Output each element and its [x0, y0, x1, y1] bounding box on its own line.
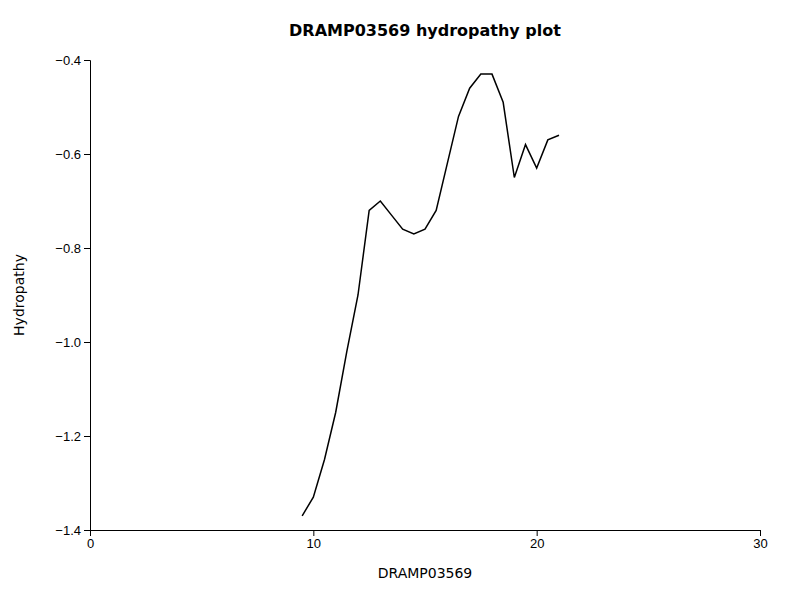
y-axis-title: Hydropathy: [11, 254, 27, 336]
x-tick-mark: [313, 530, 314, 536]
y-tick-label: −0.8: [55, 241, 81, 256]
plot: 0 10 20 30 −1.4 −1.2 −1.0 −0.8 −0.6 −0.4: [55, 53, 767, 552]
y-axis: −1.4 −1.2 −1.0 −0.8 −0.6 −0.4: [55, 53, 90, 538]
y-tick: −1.4: [55, 523, 90, 538]
x-tick-label: 0: [87, 536, 94, 551]
x-axis-line: [91, 531, 761, 537]
y-tick: −0.4: [55, 53, 90, 68]
x-tick: 30: [753, 530, 767, 551]
y-tick-label: −0.4: [55, 53, 81, 68]
y-tick-mark: [84, 248, 90, 249]
y-tick: −0.6: [55, 147, 90, 162]
y-tick-mark: [84, 342, 90, 343]
x-axis-title: DRAMP03569: [378, 565, 473, 581]
y-tick: −1.0: [55, 335, 90, 350]
y-tick-mark: [84, 60, 90, 61]
y-tick-mark: [84, 436, 90, 437]
chart: 0 10 20 30 −1.4 −1.2 −1.0 −0.8 −0.6 −0.4 DRAMP0356…: [0, 0, 800, 600]
x-tick: 20: [530, 530, 544, 551]
x-tick-label: 10: [307, 536, 321, 551]
y-tick-label: −1.4: [55, 523, 81, 538]
x-tick-label: 20: [530, 536, 544, 551]
x-tick-label: 30: [753, 536, 767, 551]
marks: [302, 74, 559, 516]
x-tick: 10: [307, 530, 321, 551]
y-tick: −0.8: [55, 241, 90, 256]
y-tick-mark: [84, 530, 90, 531]
x-tick: 0: [87, 530, 94, 551]
y-tick: −1.2: [55, 429, 90, 444]
y-tick-label: −1.0: [55, 335, 81, 350]
x-axis: 0 10 20 30: [87, 530, 768, 551]
y-tick-label: −1.2: [55, 429, 81, 444]
x-tick-mark: [760, 530, 761, 536]
y-axis-line: [84, 61, 91, 531]
x-tick-mark: [537, 530, 538, 536]
y-tick-mark: [84, 154, 90, 155]
line: [302, 74, 559, 516]
title: DRAMP03569 hydropathy plot: [289, 21, 561, 40]
y-tick-label: −0.6: [55, 147, 81, 162]
